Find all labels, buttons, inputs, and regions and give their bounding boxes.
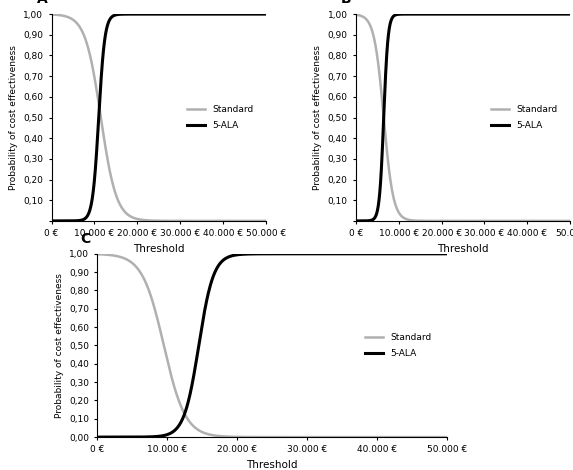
5-ALA [262, 11, 269, 17]
Text: C: C [80, 233, 91, 246]
5-ALA [567, 11, 573, 17]
Y-axis label: Probability of cost effectiveness: Probability of cost effectiveness [313, 45, 322, 190]
Text: A: A [37, 0, 48, 6]
Standard [369, 434, 376, 440]
5-ALA [521, 11, 528, 17]
Y-axis label: Probability of cost effectiveness: Probability of cost effectiveness [9, 45, 18, 190]
Standard [444, 434, 450, 440]
Standard [254, 434, 261, 440]
5-ALA [560, 11, 567, 17]
5-ALA [256, 11, 263, 17]
5-ALA [433, 251, 440, 257]
Legend: Standard, 5-ALA: Standard, 5-ALA [183, 101, 257, 134]
5-ALA [48, 218, 55, 224]
Standard [363, 17, 370, 23]
Standard [560, 218, 567, 224]
5-ALA [433, 251, 440, 257]
5-ALA [444, 251, 450, 257]
X-axis label: Threshold: Threshold [133, 244, 185, 254]
Legend: Standard, 5-ALA: Standard, 5-ALA [488, 101, 562, 134]
5-ALA [254, 251, 261, 257]
Standard [48, 12, 55, 17]
5-ALA [363, 218, 370, 224]
Standard [59, 13, 66, 18]
Standard [256, 218, 263, 224]
Text: B: B [341, 0, 352, 6]
5-ALA [560, 11, 567, 17]
Line: Standard: Standard [52, 15, 266, 221]
5-ALA [147, 11, 154, 17]
5-ALA [256, 11, 263, 17]
Standard [560, 218, 567, 224]
5-ALA [444, 251, 450, 257]
5-ALA [112, 434, 119, 440]
Standard [433, 434, 440, 440]
Line: 5-ALA: 5-ALA [97, 254, 447, 437]
5-ALA [152, 11, 159, 17]
5-ALA [94, 434, 101, 440]
5-ALA [451, 11, 458, 17]
Standard [264, 434, 271, 440]
X-axis label: Threshold: Threshold [246, 460, 298, 470]
5-ALA [459, 11, 466, 17]
Legend: Standard, 5-ALA: Standard, 5-ALA [362, 329, 435, 362]
Line: Standard: Standard [97, 254, 447, 437]
Standard [555, 218, 562, 224]
Standard [94, 251, 101, 257]
5-ALA [457, 11, 464, 17]
Standard [256, 218, 263, 224]
5-ALA [217, 11, 224, 17]
5-ALA [369, 251, 376, 257]
5-ALA [264, 251, 271, 257]
Standard [352, 12, 359, 17]
X-axis label: Threshold: Threshold [437, 244, 489, 254]
Standard [217, 218, 223, 224]
Standard [567, 218, 573, 224]
Standard [433, 434, 440, 440]
Standard [451, 218, 458, 224]
Standard [147, 218, 154, 223]
Standard [152, 218, 159, 224]
5-ALA [208, 11, 215, 17]
5-ALA [59, 218, 66, 224]
Y-axis label: Probability of cost effectiveness: Probability of cost effectiveness [54, 273, 64, 418]
Line: 5-ALA: 5-ALA [52, 14, 266, 221]
Standard [521, 218, 528, 224]
Line: 5-ALA: 5-ALA [356, 14, 570, 221]
Standard [112, 253, 119, 258]
5-ALA [352, 218, 359, 224]
Standard [457, 218, 464, 224]
Standard [262, 218, 269, 224]
Line: Standard: Standard [356, 15, 570, 221]
